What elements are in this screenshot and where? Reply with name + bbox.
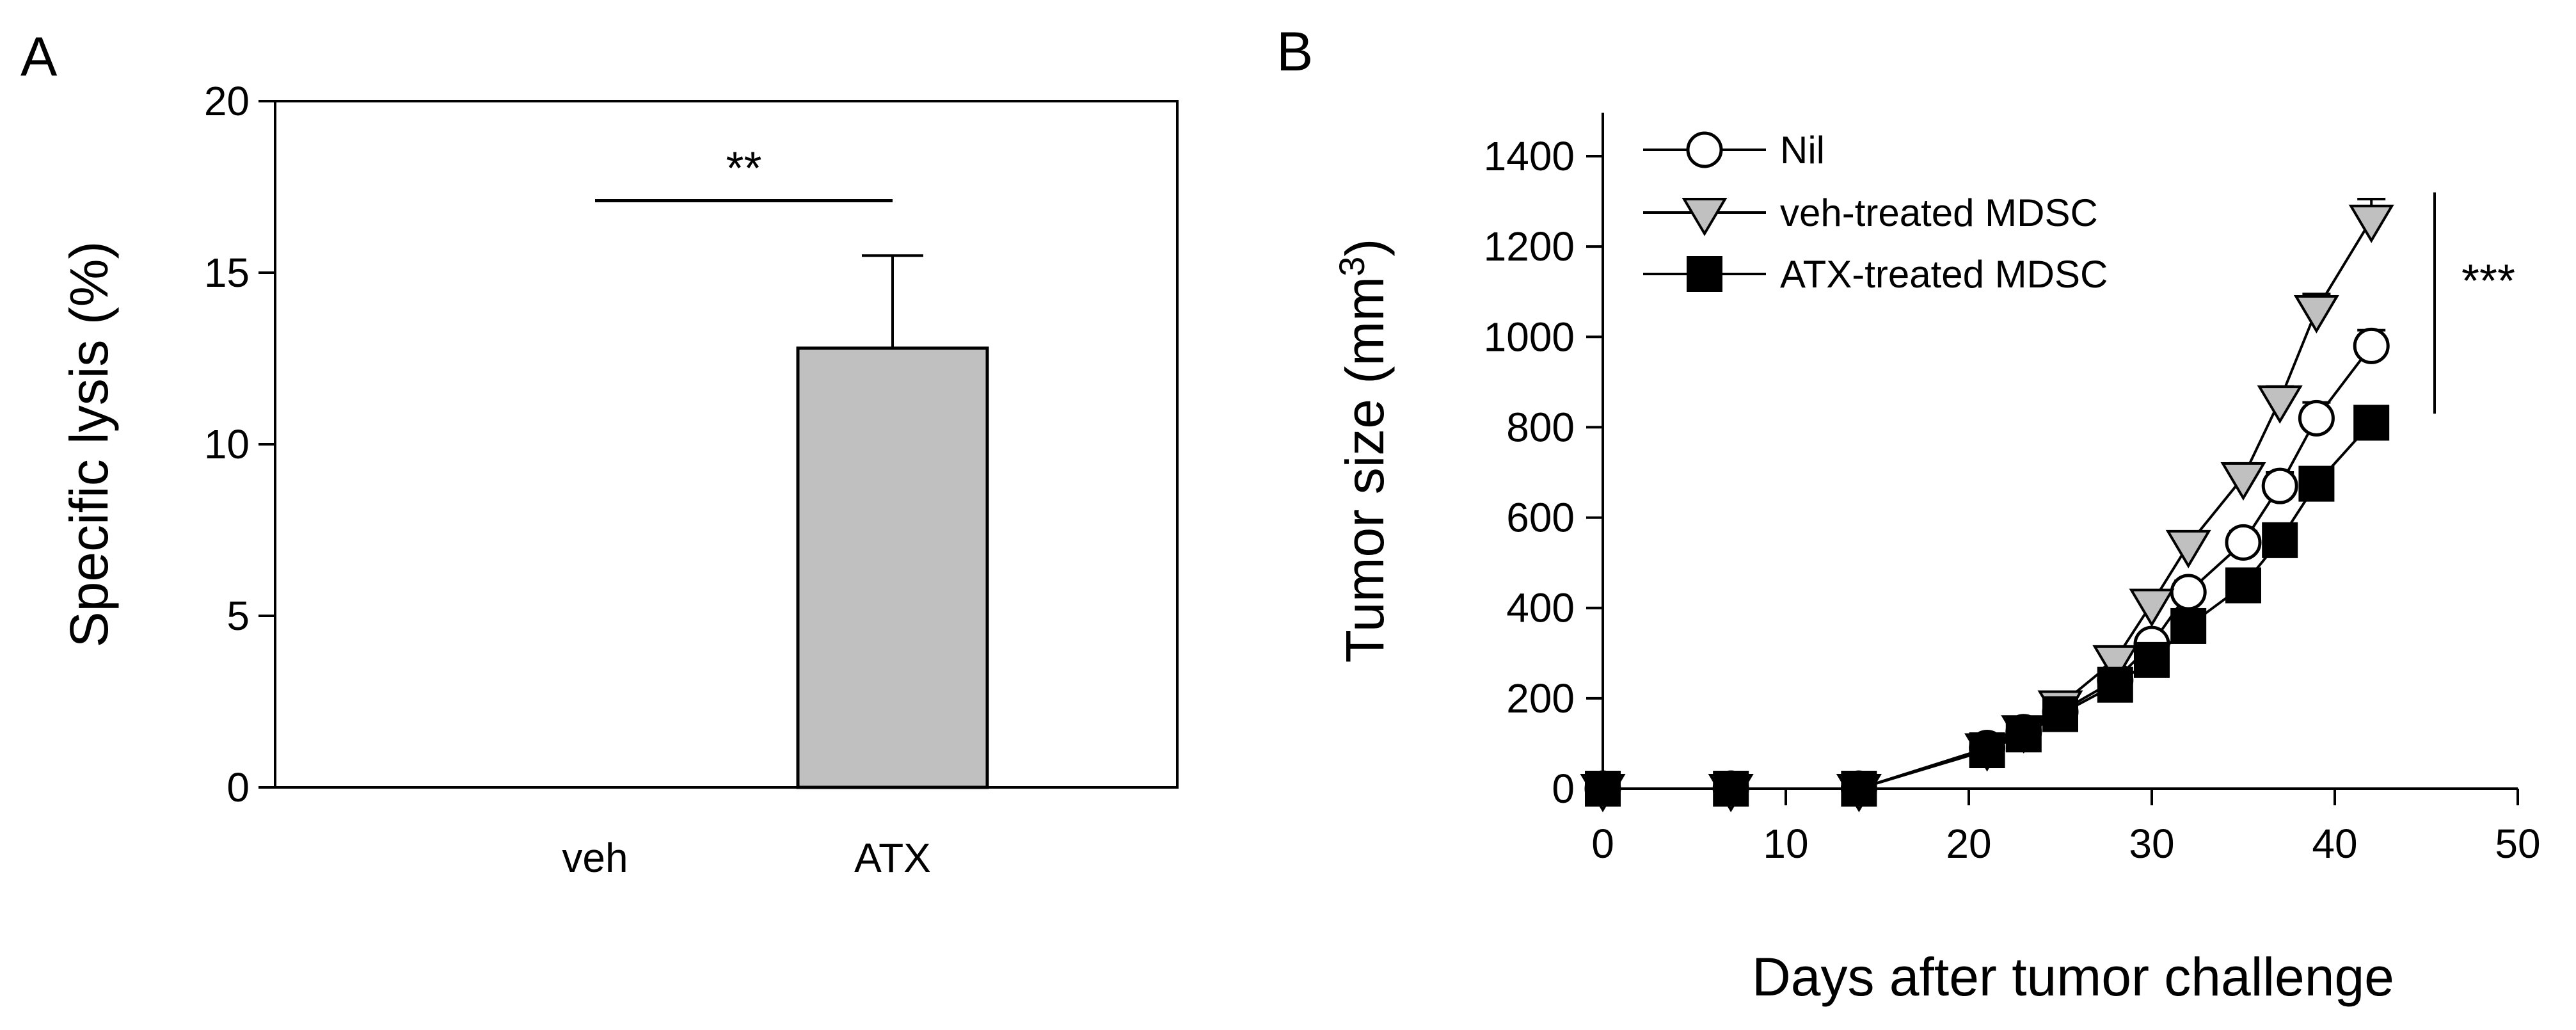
panel-b-point: [2262, 522, 2298, 558]
panel-b-series: [1580, 198, 2394, 812]
panel-b-point: [2261, 467, 2298, 504]
panel-b-legend-marker: [1687, 256, 1722, 292]
panel-a-bar-atx: [796, 346, 989, 789]
panel-b-point: [1585, 771, 1621, 807]
panel-b-legend-label: veh-treated MDSC: [1780, 191, 2098, 234]
panel-b-legend-entry-nil: Nil: [1643, 129, 1825, 172]
panel-b-point: [2225, 567, 2261, 604]
panel-b-point: [2005, 716, 2042, 753]
panel-a-y-tick-label: 10: [204, 421, 250, 467]
panel-b-legend-marker: [1686, 131, 1723, 168]
panel-b-point: [2097, 666, 2133, 703]
panel-a-label: A: [20, 26, 58, 88]
panel-b-x-tick-label: 30: [2129, 821, 2174, 867]
panel-b-point: [2170, 574, 2207, 611]
panel-b-point: [1969, 732, 2005, 769]
panel-b-y-axis: 0 200 400 600 800 1000 1200 1400: [1484, 133, 1603, 812]
panel-b-point: [2220, 462, 2266, 501]
panel-b-legend-label: ATX-treated MDSC: [1780, 253, 2108, 296]
panel-a-y-axis-title: Specific lysis (%): [59, 241, 119, 648]
panel-b-point: [2348, 204, 2394, 243]
panel-b-point: [2298, 465, 2335, 502]
panel-b-y-tick-label: 1400: [1484, 133, 1575, 179]
panel-b-y-tick-label: 1000: [1484, 314, 1575, 360]
panel-b-series-line: [1603, 218, 2373, 790]
panel-b-point: [1841, 771, 1877, 807]
panel-b-significance: ***: [2433, 192, 2515, 414]
panel-a: A 0 5 10 15 20 veh ATX Specific lysis (%) **: [20, 26, 1179, 881]
panel-b-legend-entry-veh-treated-mdsc: veh-treated MDSC: [1643, 191, 2098, 236]
panel-b-point: [2134, 641, 2170, 678]
panel-b-significance-label: ***: [2461, 255, 2515, 307]
panel-b-point: [2257, 385, 2303, 424]
panel-a-bars: [796, 254, 989, 789]
panel-b-y-tick-label: 200: [1506, 675, 1575, 721]
panel-b-point: [2129, 588, 2175, 627]
panel-a-x-axis-labels: veh ATX: [562, 835, 930, 881]
panel-b-legend-marker: [1682, 198, 1728, 236]
panel-b-label: B: [1276, 21, 1313, 83]
panel-a-plot-frame: [274, 100, 1179, 789]
panel-b-point: [2170, 608, 2207, 644]
panel-a-category-label-veh: veh: [562, 835, 628, 881]
panel-b-x-axis-title: Days after tumor challenge: [1752, 947, 2394, 1007]
panel-b-series-atx-treated-mdsc: [1585, 405, 2390, 807]
panel-b-x-tick-label: 20: [1946, 821, 1991, 867]
panel-a-y-tick-label: 15: [204, 250, 250, 296]
panel-b-point: [2353, 327, 2390, 364]
panel-b-y-tick-label: 1200: [1484, 223, 1575, 270]
panel-b-point: [2298, 399, 2335, 437]
panel-b-x-tick-label: 10: [1763, 821, 1808, 867]
panel-b-point: [2293, 294, 2339, 334]
panel-b-y-axis-title: Tumor size (mm3): [1332, 239, 1395, 663]
panel-a-category-label-atx: ATX: [854, 835, 931, 881]
panel-b-point: [1713, 771, 1749, 807]
panel-a-y-tick-label: 0: [227, 764, 250, 810]
panel-b-point: [2042, 696, 2078, 732]
panel-b-y-tick-label: 800: [1506, 404, 1575, 450]
panel-b-x-axis: 0 10 20 30 40 50: [1591, 789, 2541, 867]
panel-b-y-tick-label: 400: [1506, 585, 1575, 631]
panel-b-point: [2353, 405, 2390, 441]
panel-a-significance: **: [595, 143, 893, 202]
panel-a-y-axis: 0 5 10 15 20: [204, 78, 275, 810]
panel-b-point: [2165, 529, 2211, 568]
panel-b-legend-entry-atx-treated-mdsc: ATX-treated MDSC: [1643, 253, 2108, 296]
panel-b-x-tick-label: 0: [1591, 821, 1614, 867]
panel-b-x-tick-label: 40: [2312, 821, 2357, 867]
panel-b-x-tick-label: 50: [2495, 821, 2540, 867]
panel-a-significance-label: **: [726, 143, 761, 194]
panel-b-y-tick-label: 600: [1506, 495, 1575, 541]
panel-b-y-tick-label: 0: [1552, 766, 1575, 812]
panel-a-y-tick-label: 5: [227, 593, 250, 639]
panel-b-legend-label: Nil: [1780, 129, 1825, 172]
panel-b-series-line: [1603, 345, 2373, 790]
panel-b-point: [2092, 645, 2138, 684]
panel-b-legend: Nil veh-treated MDSC ATX-treated MDSC: [1643, 129, 2108, 296]
panel-b-point: [2225, 524, 2262, 561]
panel-a-y-tick-label: 20: [204, 78, 250, 124]
